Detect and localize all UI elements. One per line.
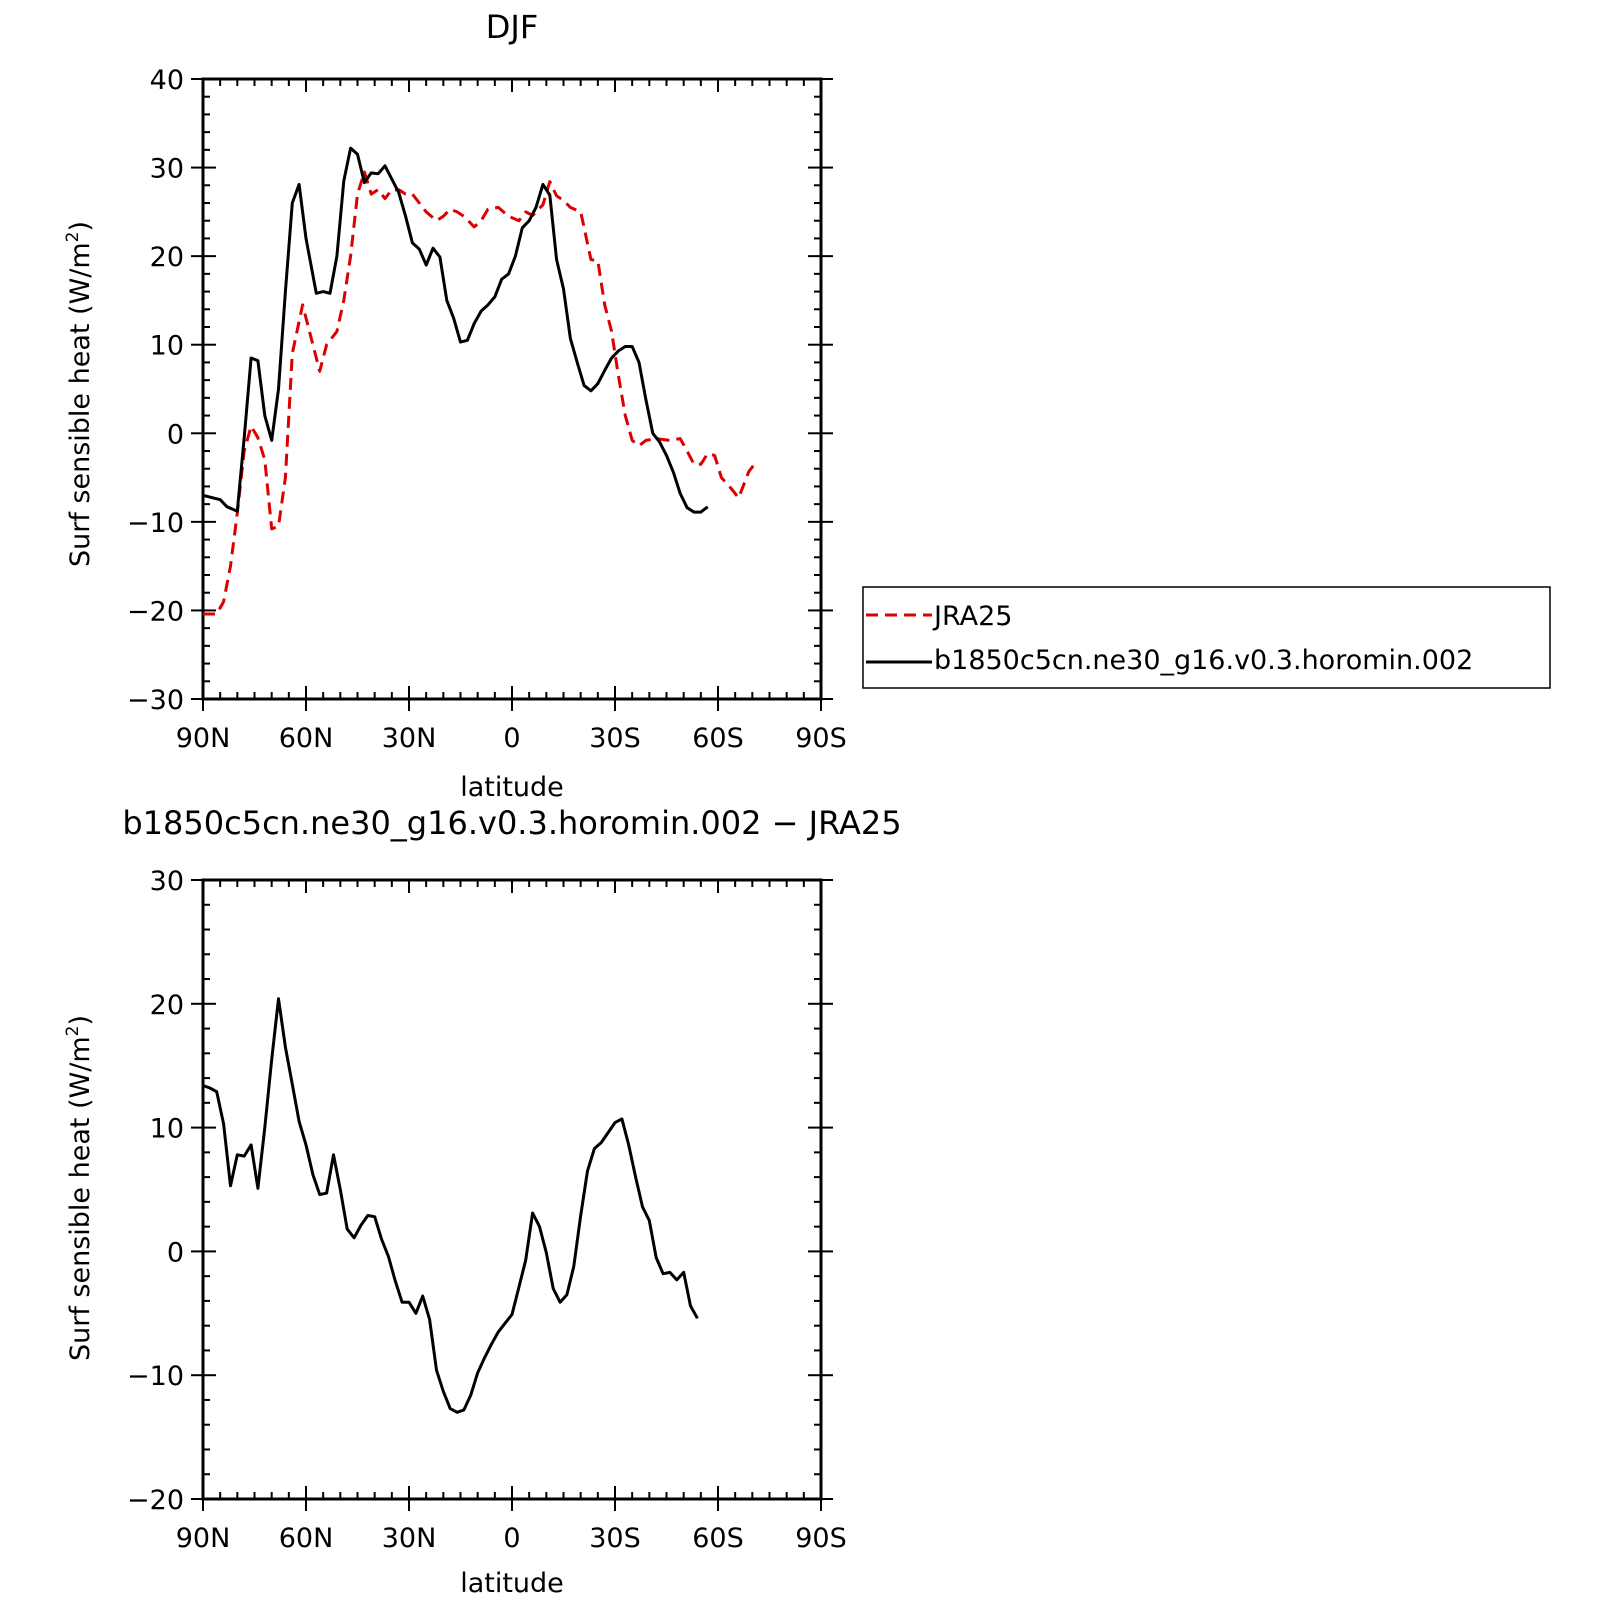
top-y-axis-label-tail: ) bbox=[65, 221, 96, 232]
top-y-tick-label: 30 bbox=[150, 154, 184, 185]
top-x-axis-label: latitude bbox=[460, 772, 564, 803]
top-y-tick-label: 10 bbox=[150, 331, 184, 362]
bottom-y-axis-label-main: Surf sensible heat (W/m bbox=[65, 1036, 96, 1361]
bottom-series-line-difference bbox=[202, 997, 699, 1414]
legend-label-model: b1850c5cn.ne30_g16.v0.3.horomin.002 bbox=[934, 645, 1473, 676]
bottom-y-tick-label: −20 bbox=[127, 1485, 184, 1516]
top-y-tick-label: −20 bbox=[127, 596, 184, 627]
top-axes: 90N 60N 30N 0 30S 60S 90S 40 30 20 10 0 −10 −20 −30 bbox=[127, 65, 847, 754]
top-x-tick-label: 90N bbox=[176, 723, 231, 754]
bottom-x-tick-label: 30S bbox=[589, 1523, 641, 1554]
top-x-tick-label: 90S bbox=[795, 723, 847, 754]
panel-bottom: b1850c5cn.ne30_g16.v0.3.horomin.002 − JR… bbox=[63, 804, 902, 1599]
bottom-x-tick-label: 60N bbox=[279, 1523, 334, 1554]
top-y-tick-label: 0 bbox=[167, 419, 184, 450]
top-x-tick-label: 60S bbox=[692, 723, 744, 754]
top-x-tick-label: 0 bbox=[503, 723, 520, 754]
bottom-axes: 90N 60N 30N 0 30S 60S 90S 30 20 10 0 −10 −20 bbox=[127, 866, 847, 1554]
top-y-axis-label: Surf sensible heat (W/m2) bbox=[63, 221, 96, 567]
bottom-x-axis-label: latitude bbox=[460, 1568, 564, 1599]
legend: JRA25 b1850c5cn.ne30_g16.v0.3.horomin.00… bbox=[862, 586, 1551, 689]
bottom-chart-title: b1850c5cn.ne30_g16.v0.3.horomin.002 − JR… bbox=[122, 804, 901, 842]
bottom-y-axis-label-tail: ) bbox=[65, 1015, 96, 1026]
panel-top: DJF 90N 60N 30N 0 30S 60S 90S 40 30 20 10 0 −10 −20 −3… bbox=[63, 8, 1551, 803]
top-x-tick-label: 60N bbox=[279, 723, 334, 754]
bottom-x-tick-label: 0 bbox=[503, 1523, 520, 1554]
bottom-x-tick-label: 90N bbox=[176, 1523, 231, 1554]
bottom-y-axis-label: Surf sensible heat (W/m2) bbox=[63, 1015, 96, 1361]
top-y-tick-label: −10 bbox=[127, 508, 184, 539]
legend-box bbox=[862, 586, 1551, 689]
bottom-y-tick-label: 20 bbox=[150, 990, 184, 1021]
top-series-line-model bbox=[202, 146, 709, 514]
top-x-tick-label: 30N bbox=[382, 723, 437, 754]
legend-label-jra25: JRA25 bbox=[932, 601, 1012, 632]
bottom-plot-area: 90N 60N 30N 0 30S 60S 90S 30 20 10 0 −10 −20 bbox=[127, 866, 847, 1554]
bottom-y-axis-label-superscript: 2 bbox=[63, 1026, 83, 1037]
top-chart-title: DJF bbox=[486, 8, 538, 46]
bottom-y-tick-label: 10 bbox=[150, 1114, 184, 1145]
bottom-y-tick-label: 0 bbox=[167, 1237, 184, 1268]
top-y-axis-label-superscript: 2 bbox=[63, 232, 83, 243]
top-y-tick-label: 40 bbox=[150, 65, 184, 96]
top-y-tick-label: −30 bbox=[127, 685, 184, 716]
top-series-line-jra25 bbox=[203, 170, 757, 616]
top-y-axis-label-main: Surf sensible heat (W/m bbox=[65, 242, 96, 567]
bottom-plot-frame bbox=[201, 878, 823, 1501]
bottom-x-tick-label: 90S bbox=[795, 1523, 847, 1554]
top-plot-frame bbox=[201, 77, 823, 701]
bottom-y-tick-label: 30 bbox=[150, 866, 184, 897]
top-x-tick-label: 30S bbox=[589, 723, 641, 754]
bottom-x-tick-label: 60S bbox=[692, 1523, 744, 1554]
bottom-x-tick-label: 30N bbox=[382, 1523, 437, 1554]
bottom-y-tick-label: −10 bbox=[127, 1361, 184, 1392]
top-y-tick-label: 20 bbox=[150, 242, 184, 273]
top-plot-area: 90N 60N 30N 0 30S 60S 90S 40 30 20 10 0 −10 −20 −30 bbox=[127, 65, 847, 754]
